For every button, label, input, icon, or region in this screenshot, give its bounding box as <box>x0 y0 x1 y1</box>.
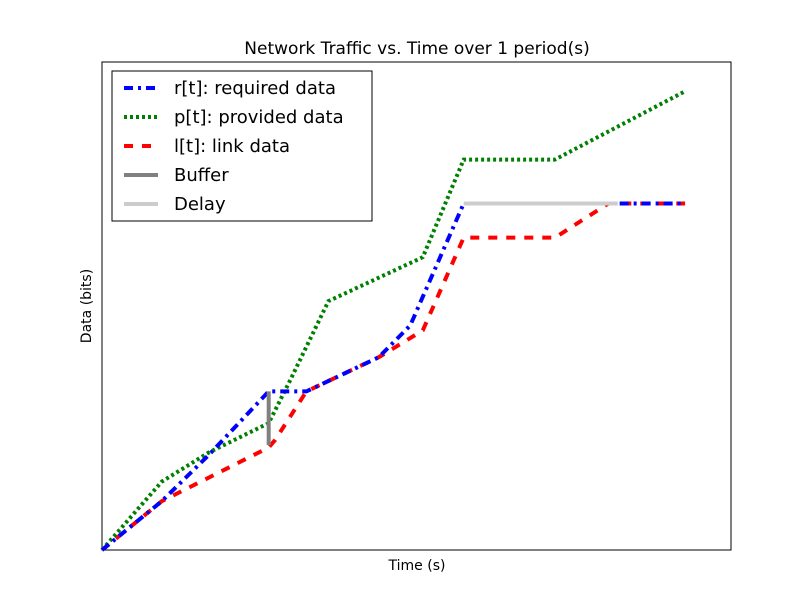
legend-label: Delay <box>174 194 226 215</box>
legend-entry-provided-data: p[t]: provided data <box>124 107 344 128</box>
x-axis-label: Time (s) <box>388 558 446 574</box>
legend-entry-buffer: Buffer <box>124 165 229 186</box>
legend-label: p[t]: provided data <box>174 107 344 128</box>
legend-label: r[t]: required data <box>174 78 336 99</box>
legend-entry-delay: Delay <box>124 194 226 215</box>
series-layer <box>100 89 687 552</box>
y-axis-label: Data (bits) <box>79 269 95 343</box>
legend-label: l[t]: link data <box>174 136 290 157</box>
legend-entry-required-data: r[t]: required data <box>124 78 336 99</box>
legend-entry-link-data: l[t]: link data <box>124 136 290 157</box>
legend: r[t]: required data p[t]: provided data l[… <box>111 70 373 222</box>
series-link-data-line <box>100 201 686 552</box>
legend-label: Buffer <box>174 165 229 186</box>
chart-title: Network Traffic vs. Time over 1 period(s… <box>244 39 589 59</box>
legend-box <box>111 70 373 222</box>
